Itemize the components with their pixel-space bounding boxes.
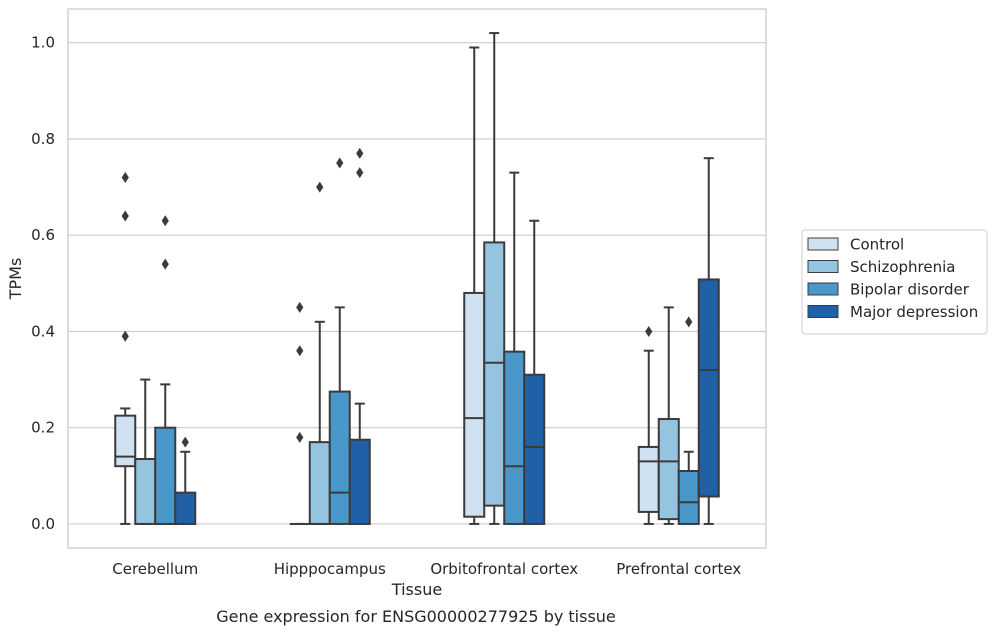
box-body (503, 350, 526, 525)
legend-swatch (807, 260, 839, 273)
box-body (348, 438, 371, 525)
box-body (174, 491, 197, 525)
box-body (328, 390, 351, 525)
box (289, 301, 310, 525)
y-tick-label: 0.6 (31, 226, 55, 244)
outlier-point (161, 258, 169, 270)
box-body (657, 418, 680, 521)
outlier-point (296, 301, 304, 313)
outlier-point (296, 345, 304, 357)
x-tick-label: Prefrontal cortex (616, 560, 741, 578)
box-body (483, 241, 506, 507)
box-body (154, 426, 177, 525)
x-tick-label: Orbitofrontal cortex (430, 560, 578, 578)
box-body (308, 441, 331, 525)
outlier-point (356, 167, 364, 179)
outlier-point (181, 436, 189, 448)
plot-frame (67, 8, 767, 549)
outlier-point (296, 431, 304, 443)
outlier-point (316, 181, 324, 193)
chart-caption: Gene expression for ENSG00000277925 by t… (216, 607, 616, 626)
legend-swatch (807, 305, 839, 318)
legend-items: Control Schizophrenia Bipolar disorder Majo… (807, 236, 978, 321)
x-tick-label: Cerebellum (112, 560, 198, 578)
outlier-point (121, 210, 129, 222)
box (697, 157, 720, 525)
outlier-point (356, 147, 364, 159)
legend-swatch (807, 237, 839, 251)
box (657, 306, 680, 525)
legend: Control Schizophrenia Bipolar disorder Majo… (801, 229, 988, 335)
y-tick-label: 0.2 (31, 419, 55, 437)
outlier-point (121, 330, 129, 342)
legend-entry: Bipolar disorder (850, 281, 970, 299)
y-tick-label: 0.4 (31, 322, 55, 340)
legend-swatch (807, 282, 839, 296)
box (328, 157, 351, 525)
box (154, 215, 177, 525)
box-body (134, 457, 157, 525)
box (348, 147, 371, 525)
box (637, 325, 660, 525)
outlier-point (645, 325, 653, 337)
legend-entry: Major depression (850, 303, 978, 321)
outlier-point (161, 215, 169, 227)
box-body (463, 291, 486, 518)
box-body (677, 470, 700, 525)
y-tick-label: 1.0 (31, 34, 55, 52)
y-axis-label: TPMs (6, 258, 25, 301)
box (174, 436, 197, 525)
y-axis-ticks: 0.0 0.2 0.4 0.6 0.8 1.0 (31, 34, 55, 533)
x-axis-label: Tissue (391, 580, 442, 599)
box-body (114, 414, 137, 468)
box-series (114, 32, 720, 525)
box-body (637, 445, 660, 513)
y-tick-label: 0.0 (31, 515, 55, 533)
outlier-point (336, 157, 344, 169)
outlier-point (685, 316, 693, 328)
legend-entry: Control (850, 236, 904, 254)
x-tick-label: Hipppocampus (274, 560, 386, 578)
legend-entry: Schizophrenia (850, 258, 955, 276)
box (677, 316, 700, 525)
box (308, 181, 331, 525)
box (523, 219, 546, 525)
box-body (697, 278, 720, 498)
box (483, 32, 506, 525)
box-body (523, 373, 546, 525)
outlier-point (121, 171, 129, 183)
legend-frame (801, 229, 988, 335)
box (134, 378, 157, 525)
box (503, 171, 526, 525)
box (463, 46, 486, 525)
x-axis-ticks: Cerebellum Hipppocampus Orbitofrontal cort… (112, 560, 741, 578)
box (114, 171, 137, 525)
y-tick-label: 0.8 (31, 130, 55, 148)
